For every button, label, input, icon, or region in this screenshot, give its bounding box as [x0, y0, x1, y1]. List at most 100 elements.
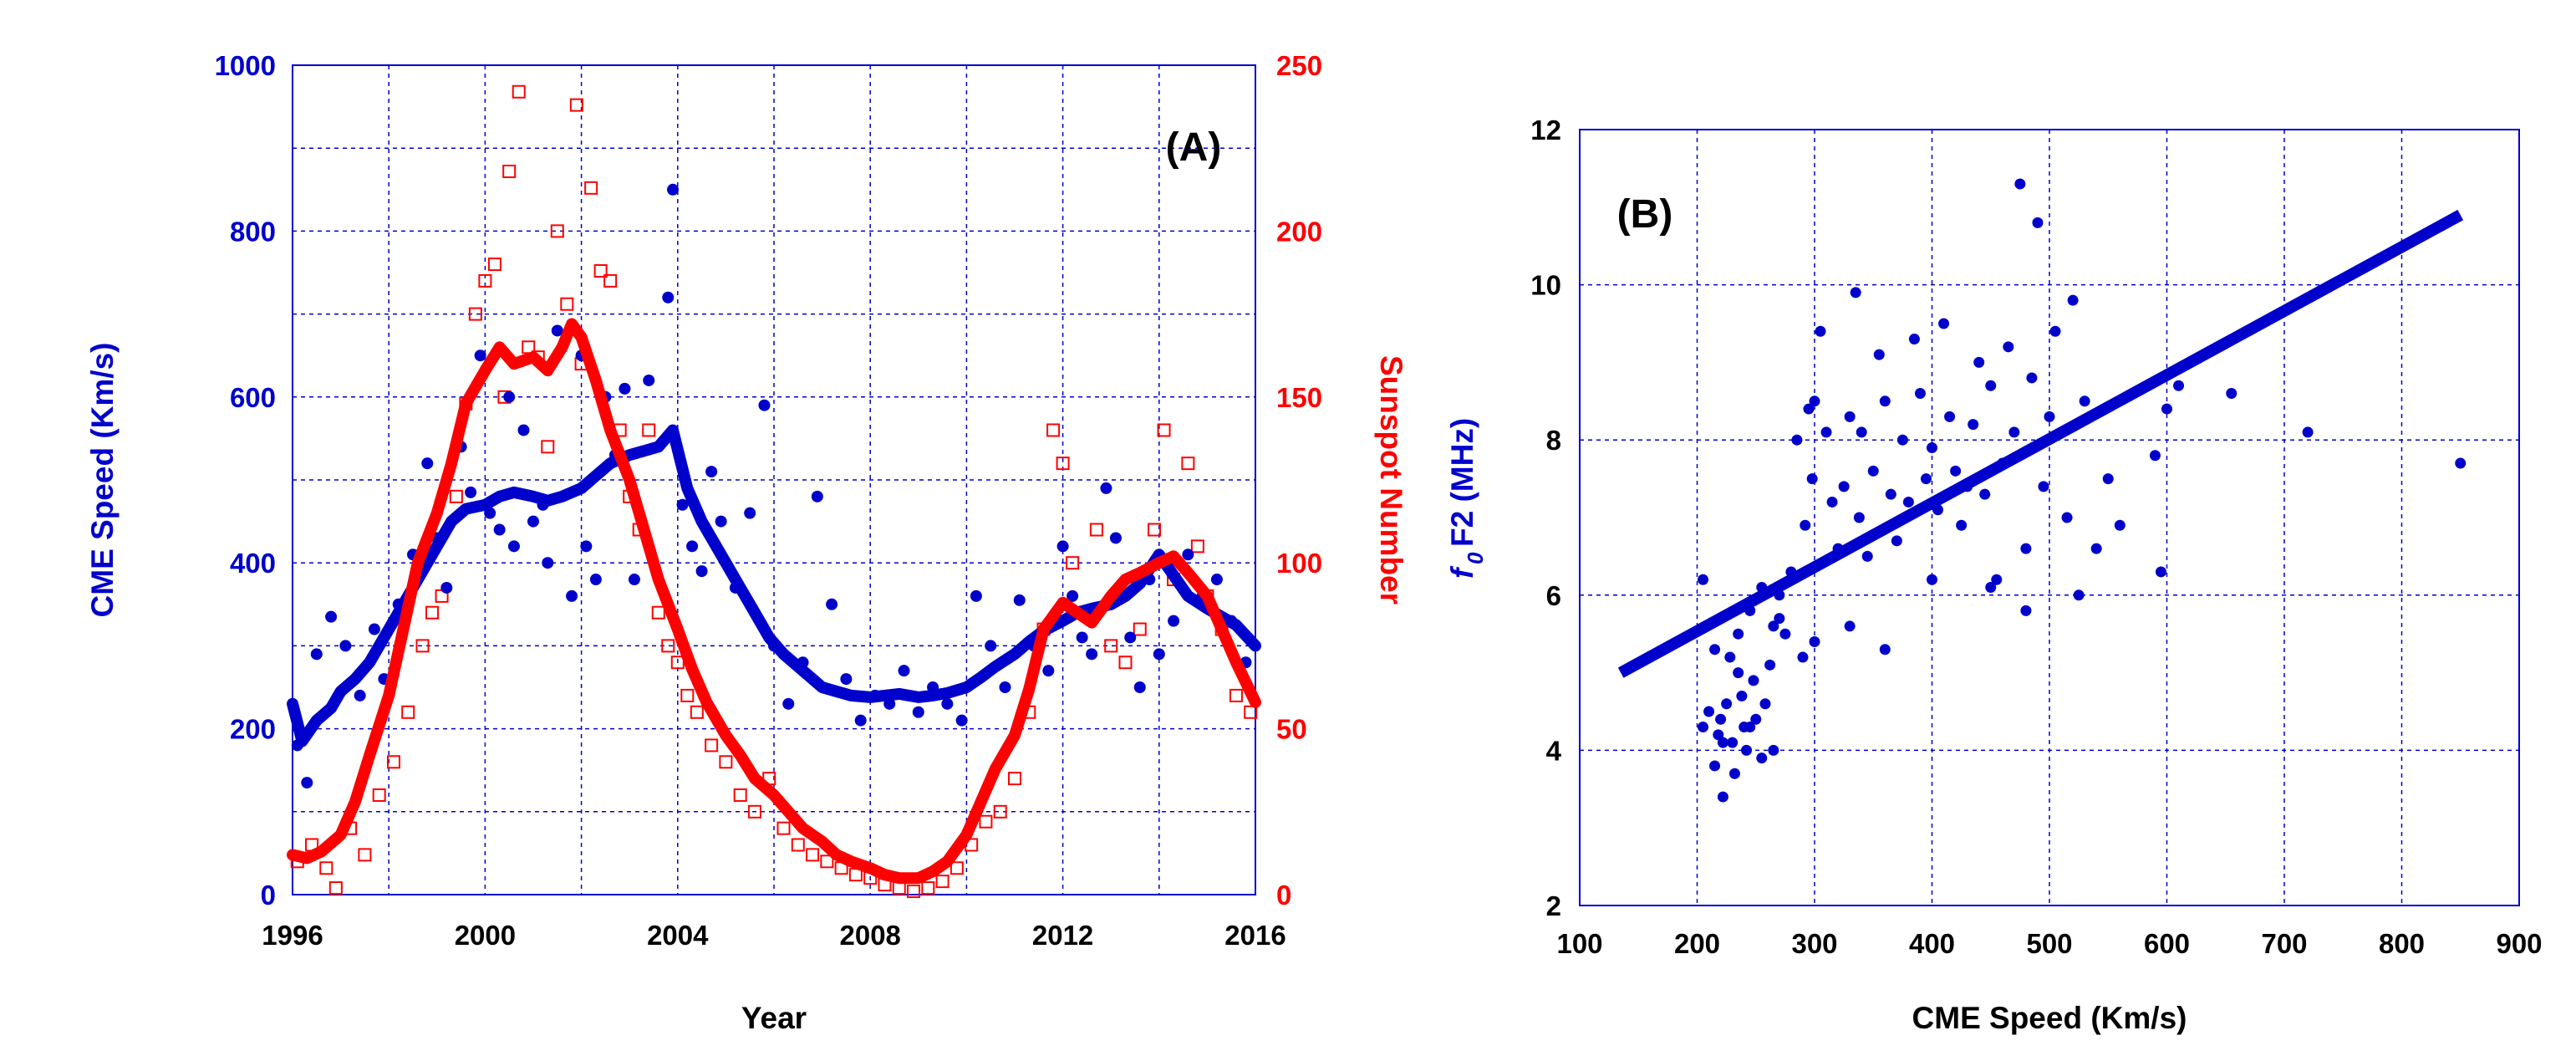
scatter-point: [1985, 582, 1997, 594]
panel-b-fit-line-group: [1617, 209, 2464, 678]
cme-monthly-point: [354, 689, 366, 701]
sunspot-monthly-point: [1190, 539, 1204, 554]
panel-a-cme-points: [291, 183, 1252, 789]
sunspot-monthly-point: [560, 297, 574, 311]
scatter-point: [1703, 706, 1715, 717]
sunspot-monthly-point: [1104, 639, 1118, 653]
sunspot-monthly-point: [979, 814, 993, 829]
cme-monthly-point: [999, 681, 1011, 693]
sunspot-monthly-point: [1056, 457, 1070, 471]
sunspot-monthly-point: [1229, 688, 1243, 702]
scatter-point: [1856, 426, 1867, 438]
scatter-point: [1768, 620, 1779, 632]
sunspot-monthly-point: [1181, 457, 1195, 471]
cme-monthly-point: [705, 466, 718, 478]
sunspot-monthly-point: [935, 875, 949, 889]
sunspot-monthly-point: [651, 605, 665, 620]
sunspot-monthly-point: [487, 258, 501, 272]
scatter-point: [1748, 675, 1759, 686]
cme-monthly-point: [1210, 574, 1223, 586]
sunspot-monthly-point: [468, 307, 482, 321]
scatter-point: [1826, 496, 1838, 508]
y-tick-label: 8: [1546, 425, 1561, 456]
panel-a-label: (A): [1166, 125, 1222, 170]
y-tick-label: 6: [1546, 580, 1561, 611]
sunspot-monthly-point: [425, 605, 440, 620]
sunspot-monthly-point: [820, 854, 834, 869]
scatter-point: [1750, 713, 1762, 725]
cme-monthly-point: [474, 349, 486, 362]
cme-monthly-point: [1168, 615, 1180, 627]
cme-monthly-point: [758, 399, 771, 411]
scatter-point: [1908, 334, 1920, 345]
scatter-point: [1721, 698, 1733, 710]
cme-monthly-point: [440, 581, 453, 594]
scatter-point: [2090, 543, 2102, 554]
scatter-point: [1844, 620, 1856, 632]
scatter-point: [1774, 613, 1785, 625]
panel-a-smoothed-lines: [287, 318, 1261, 885]
scatter-point: [1715, 713, 1727, 725]
scatter-point: [2038, 481, 2049, 492]
sunspot-monthly-point: [550, 224, 564, 238]
left-y-tick-label: 800: [230, 216, 276, 247]
cme-monthly-point: [667, 183, 680, 196]
scatter-point: [1741, 744, 1753, 756]
y-tick-label: 10: [1530, 270, 1561, 301]
panel-b-label: (B): [1617, 192, 1673, 237]
cme-monthly-point: [301, 777, 313, 789]
panel-a-right-axis-title: Sunspot Number: [1374, 355, 1408, 605]
left-y-tick-label: 200: [230, 714, 276, 745]
sunspot-monthly-point: [1148, 523, 1162, 537]
scatter-point: [1938, 318, 1950, 329]
sunspot-monthly-point: [791, 838, 805, 852]
scatter-point: [1973, 356, 1985, 368]
scatter-point: [1891, 535, 1902, 547]
sunspot-monthly-point: [386, 755, 400, 769]
scatter-point: [1728, 768, 1740, 779]
cme-monthly-point: [686, 540, 699, 553]
panel-b-tick-labels: 100 200 300 400 500 600 700 800 900 2 4 6 8 10 12: [1530, 115, 2542, 959]
cme-monthly-point: [339, 640, 352, 652]
sunspot-monthly-point: [541, 440, 555, 454]
sunspot-monthly-point: [569, 98, 583, 112]
scatter-point: [2049, 325, 2061, 337]
scatter-point: [1800, 519, 1811, 531]
scatter-point: [1759, 698, 1771, 710]
scatter-point: [1853, 512, 1865, 523]
x-tick-label: 600: [2144, 928, 2190, 959]
panel-a-tick-labels: 1996 2000 2004 2008 2012 20160200400600800100…: [215, 50, 1322, 951]
x-tick-label: 100: [1556, 928, 1602, 959]
x-tick-label: 900: [2496, 928, 2542, 959]
cme-monthly-point: [811, 490, 823, 502]
cme-monthly-point: [643, 374, 655, 386]
scatter-point: [1698, 722, 1709, 733]
panel-b-y-axis-title-f: f: [1445, 565, 1479, 579]
sunspot-monthly-point: [949, 861, 964, 875]
x-tick-label: 500: [2026, 928, 2072, 959]
sunspot-monthly-point: [372, 788, 386, 802]
panel-b-y-axis-title-subscript: 0: [1463, 552, 1488, 564]
scatter-point: [2044, 411, 2055, 422]
x-tick-label: 300: [1791, 928, 1837, 959]
cme-monthly-point: [465, 486, 477, 498]
sunspot-monthly-point: [358, 848, 372, 862]
sunspot-monthly-point: [661, 639, 675, 653]
y-tick-label: 12: [1530, 115, 1561, 145]
cme-monthly-point: [1013, 594, 1026, 606]
x-tick-label: 2016: [1224, 920, 1285, 951]
sunspot-monthly-point: [907, 885, 921, 899]
cme-monthly-point: [1086, 648, 1098, 661]
x-tick-label: 2008: [839, 920, 900, 951]
scatter-point: [2155, 566, 2166, 578]
scatter-point: [1717, 737, 1728, 748]
panel-b-grid: [1580, 130, 2519, 906]
sunspot-monthly-point: [1066, 556, 1080, 570]
scatter-point: [2114, 519, 2125, 531]
cme-monthly-point: [941, 697, 954, 710]
cme-monthly-point: [985, 640, 997, 652]
x-tick-label: 200: [1674, 928, 1720, 959]
x-tick-label: 700: [2261, 928, 2307, 959]
cme-monthly-point: [551, 324, 563, 337]
